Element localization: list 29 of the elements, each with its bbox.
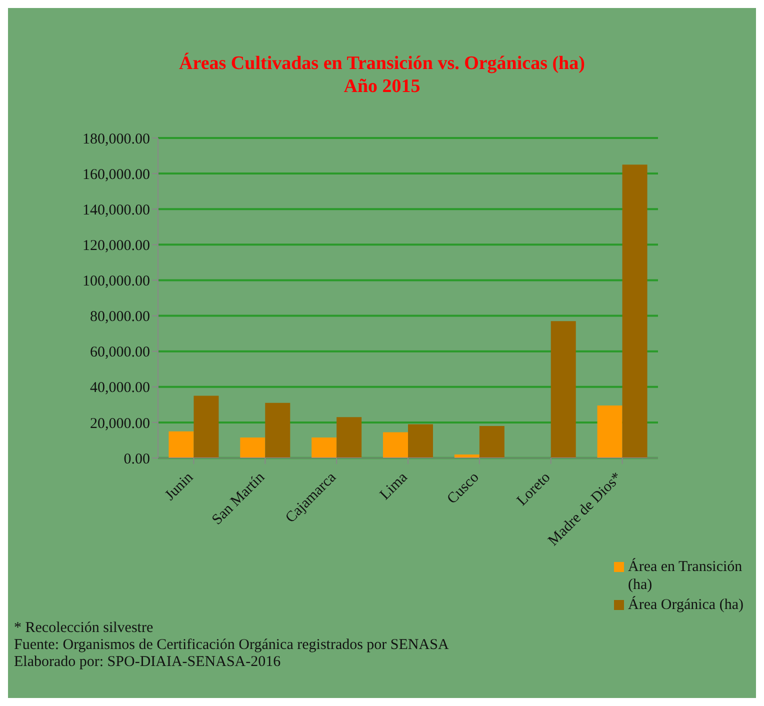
bar — [265, 402, 290, 458]
y-tick-label: 120,000.00 — [82, 238, 150, 254]
bar — [622, 164, 648, 458]
bar — [240, 438, 266, 458]
chart-title: Áreas Cultivadas en Transición vs. Orgánicas (ha) Año 2015 — [178, 52, 586, 98]
y-tick-label: 20,000.00 — [90, 416, 150, 432]
y-tick-label: 100,000.00 — [82, 274, 150, 290]
bar — [550, 321, 576, 458]
text: * Recolección silvestre — [14, 620, 154, 637]
source-note: Fuente: Organismos de Certificación Orgánica registrados por SENASA — [14, 637, 449, 654]
y-tick-label: 160,000.00 — [82, 166, 150, 183]
bar — [479, 426, 504, 458]
text: Elaborado por: SPO-DIAIA-SENASA-2016 — [14, 654, 282, 671]
x-tick-label: Lima — [377, 469, 412, 504]
y-tick-label: 60,000.00 — [90, 344, 150, 361]
bar — [383, 432, 408, 458]
bar — [597, 406, 622, 458]
y-tick-label: 80,000.00 — [90, 309, 150, 326]
bar — [194, 396, 219, 458]
y-tick-label: 180,000.00 — [82, 131, 150, 148]
bar — [336, 417, 362, 458]
bar — [168, 431, 194, 458]
legend-label: Área Orgánica (ha) — [628, 596, 744, 614]
bar — [312, 438, 337, 458]
y-tick-label: 0.00 — [124, 451, 150, 468]
y-tick-label: 140,000.00 — [82, 202, 150, 218]
legend-label: Área en Transición (ha) — [628, 558, 744, 594]
bar — [408, 424, 433, 458]
y-tick-label: 40,000.00 — [90, 380, 150, 396]
